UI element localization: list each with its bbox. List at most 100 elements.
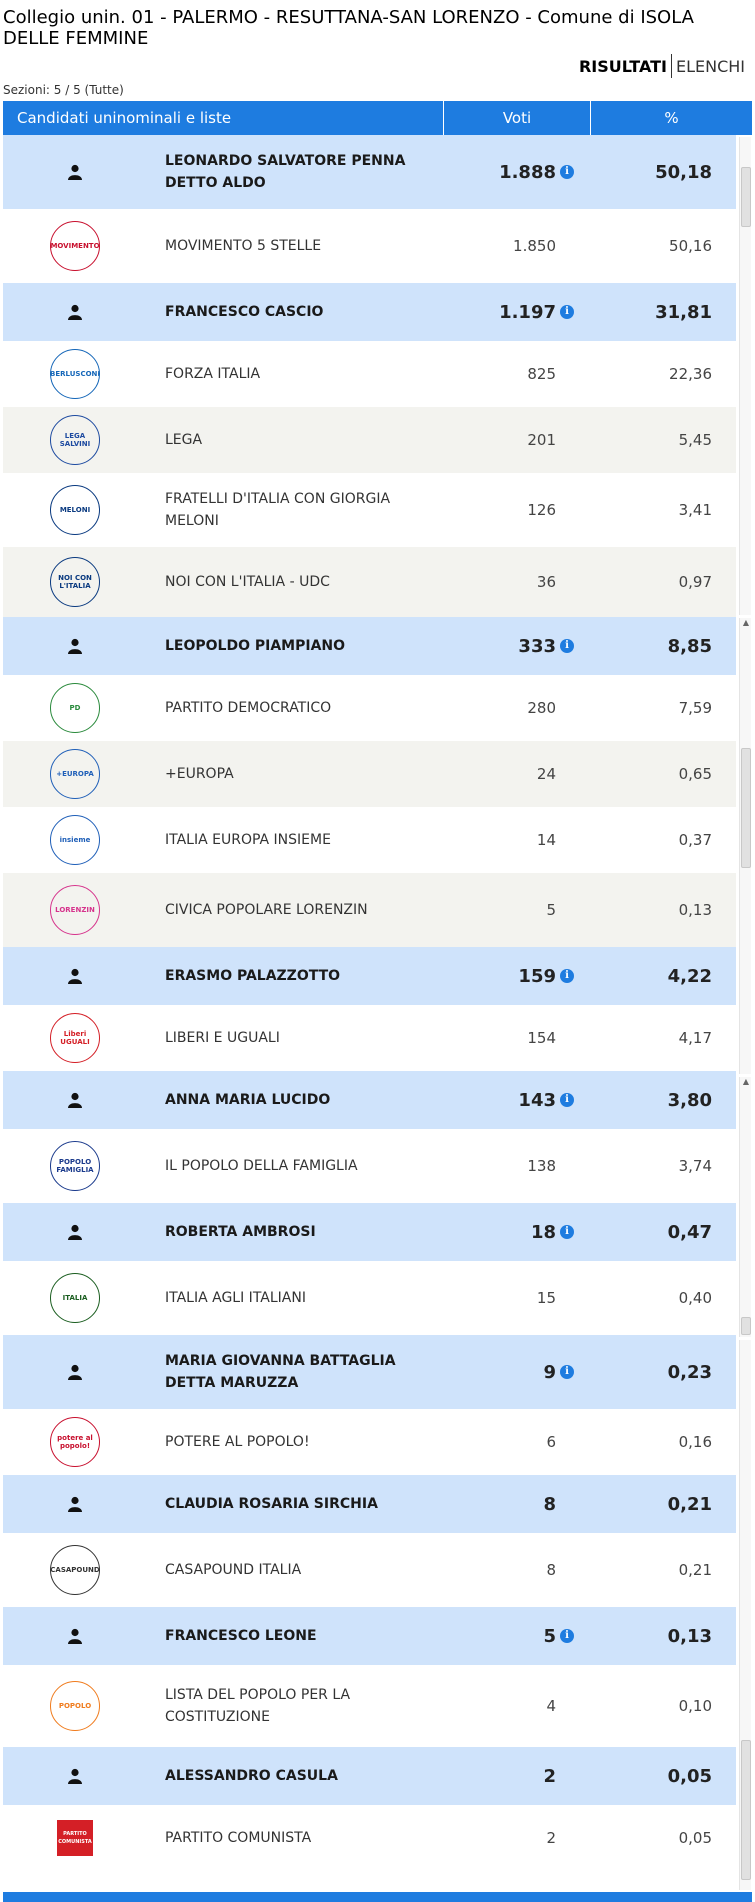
candidate-row[interactable]: LEONARDO SALVATORE PENNA DETTO ALDO 1.888… [3,135,736,209]
row-icon-cell: POPOLO FAMIGLIA [3,1141,147,1191]
percent-value: 5,45 [678,431,712,449]
percent-value: 0,21 [667,1493,712,1515]
votes-value: 14 [447,831,582,849]
votes-number: 1.888 [499,161,556,183]
info-icon[interactable]: i [560,305,574,319]
candidate-name: ANNA MARIA LUCIDO [165,1092,331,1108]
votes-number: 5 [546,901,556,919]
votes-number: 8 [546,1561,556,1579]
votes-number: 18 [530,1221,556,1243]
votes-number: 4 [546,1697,556,1715]
info-icon[interactable]: i [560,1365,574,1379]
votes-number: 126 [527,501,556,519]
party-row[interactable]: LEGA SALVINI LEGA 201 5,45 [3,407,736,473]
person-icon [68,638,82,654]
votes-number: 333 [518,635,556,657]
percent-value: 22,36 [669,365,712,383]
votes-number: 8 [543,1493,556,1515]
scrollbar-thumb[interactable] [741,748,751,868]
votes-number: 154 [527,1029,556,1047]
scroll-up-icon[interactable]: ▲ [742,1077,750,1086]
party-row[interactable]: NOI CON L'ITALIA NOI CON L'ITALIA - UDC 36… [3,547,736,617]
tab-elenchi[interactable]: ELENCHI [675,56,745,76]
person-icon [68,1496,82,1512]
candidate-row[interactable]: ANNA MARIA LUCIDO 143 i 3,80 [3,1071,736,1129]
candidate-row[interactable]: FRANCESCO LEONE 5 i 0,13 [3,1607,736,1665]
scrollbar[interactable] [739,1340,751,1890]
party-row[interactable]: PARTITO COMUNISTA PARTITO COMUNISTA 2 0,05 [3,1805,736,1871]
candidate-row[interactable]: ROBERTA AMBROSI 18 i 0,47 [3,1203,736,1261]
person-icon [68,968,82,984]
row-icon-cell [3,1364,147,1380]
info-icon[interactable]: i [560,1225,574,1239]
candidate-row[interactable]: ERASMO PALAZZOTTO 159 i 4,22 [3,947,736,1005]
party-name: POTERE AL POPOLO! [165,1434,310,1450]
tab-risultati[interactable]: RISULTATI [578,56,667,76]
votes-value: 154 [447,1029,582,1047]
votes-number: 2 [546,1829,556,1847]
percent-value: 0,47 [667,1221,712,1243]
percent-value: 7,59 [678,699,712,717]
party-row[interactable]: insieme ITALIA EUROPA INSIEME 14 0,37 [3,807,736,873]
candidate-row[interactable]: ALESSANDRO CASULA 2 0,05 [3,1747,736,1805]
party-row[interactable]: PD PARTITO DEMOCRATICO 280 7,59 [3,675,736,741]
scrollbar-thumb[interactable] [741,1317,751,1335]
party-row[interactable]: MOVIMENTO MOVIMENTO 5 STELLE 1.850 50,16 [3,209,736,283]
party-row[interactable]: Liberi UGUALI LIBERI E UGUALI 154 4,17 [3,1005,736,1071]
party-name: LISTA DEL POPOLO PER LA COSTITUZIONE [165,1687,351,1725]
party-row[interactable]: POPOLO LISTA DEL POPOLO PER LA COSTITUZIO… [3,1665,736,1747]
party-logo-icon: potere al popolo! [50,1417,100,1467]
info-icon[interactable]: i [560,165,574,179]
party-row[interactable]: +EUROPA +EUROPA 24 0,65 [3,741,736,807]
votes-value: 280 [447,699,582,717]
votes-value: 4 [447,1697,582,1715]
party-logo-icon: insieme [50,815,100,865]
votes-value: 333 i [447,636,582,657]
scrollbar[interactable] [739,137,751,615]
votes-number: 1.197 [499,301,556,323]
party-name: CIVICA POPOLARE LORENZIN [165,902,368,918]
row-icon-cell: Liberi UGUALI [3,1013,147,1063]
party-name: ITALIA EUROPA INSIEME [165,832,331,848]
votes-value: 18 i [447,1222,582,1243]
row-icon-cell: CASAPOUND [3,1545,147,1595]
percent-value: 3,80 [667,1089,712,1111]
info-icon[interactable]: i [560,969,574,983]
row-icon-cell [3,1224,147,1240]
info-icon[interactable]: i [560,1093,574,1107]
scrollbar[interactable]: ▲ [739,1077,751,1337]
row-icon-cell [3,164,147,180]
party-name: +EUROPA [165,766,234,782]
percent-value: 0,37 [678,831,712,849]
party-row[interactable]: POPOLO FAMIGLIA IL POPOLO DELLA FAMIGLIA 1… [3,1129,736,1203]
scrollbar-thumb[interactable] [741,167,751,227]
candidate-row[interactable]: MARIA GIOVANNA BATTAGLIA DETTA MARUZZA 9 i… [3,1335,736,1409]
party-logo-icon: PARTITO COMUNISTA [57,1820,93,1856]
percent-value: 50,18 [655,161,712,183]
party-row[interactable]: potere al popolo! POTERE AL POPOLO! 6 0,16 [3,1409,736,1475]
party-row[interactable]: LORENZIN CIVICA POPOLARE LORENZIN 5 0,13 [3,873,736,947]
party-logo-icon: MOVIMENTO [50,221,100,271]
candidate-row[interactable]: CLAUDIA ROSARIA SIRCHIA 8 0,21 [3,1475,736,1533]
party-name: PARTITO DEMOCRATICO [165,700,332,716]
scroll-up-icon[interactable]: ▲ [742,618,750,627]
candidate-row[interactable]: LEOPOLDO PIAMPIANO 333 i 8,85 [3,617,736,675]
candidate-row[interactable]: FRANCESCO CASCIO 1.197 i 31,81 [3,283,736,341]
votes-value: 8 [447,1494,582,1515]
info-icon[interactable]: i [560,639,574,653]
party-row[interactable]: BERLUSCONI FORZA ITALIA 825 22,36 [3,341,736,407]
party-logo-icon: MELONI [50,485,100,535]
scrollbar-thumb[interactable] [741,1740,751,1880]
party-row[interactable]: ITALIA ITALIA AGLI ITALIANI 15 0,40 [3,1261,736,1335]
scrollbar[interactable]: ▲ [739,618,751,1074]
votes-number: 1.850 [513,237,556,255]
column-header-percent: % [664,109,679,127]
party-row[interactable]: CASAPOUND CASAPOUND ITALIA 8 0,21 [3,1533,736,1607]
candidate-name: ALESSANDRO CASULA [165,1768,338,1784]
person-icon [68,1224,82,1240]
party-row[interactable]: MELONI FRATELLI D'ITALIA CON GIORGIA MELO… [3,473,736,547]
percent-value: 0,13 [667,1625,712,1647]
party-name: FRATELLI D'ITALIA CON GIORGIA MELONI [165,491,391,529]
info-icon[interactable]: i [560,1629,574,1643]
